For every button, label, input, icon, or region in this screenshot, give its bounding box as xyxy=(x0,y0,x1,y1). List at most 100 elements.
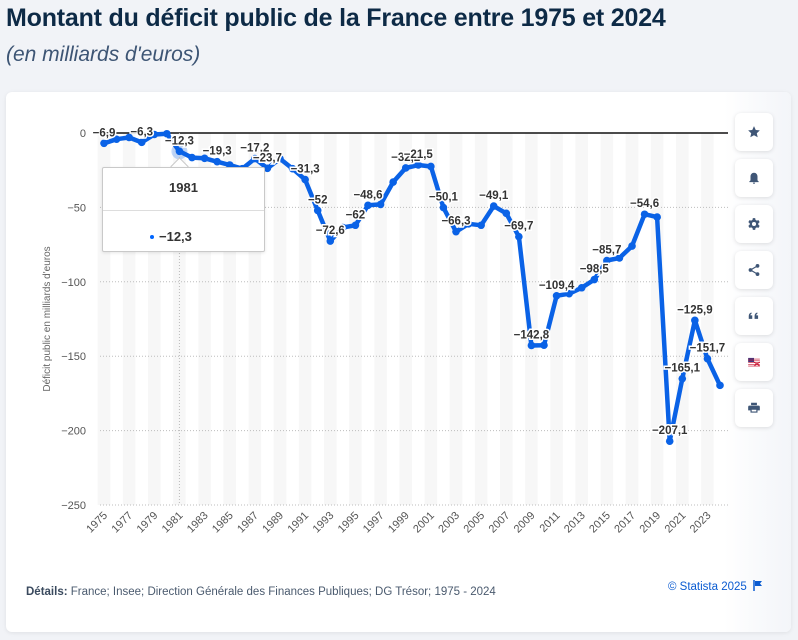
copyright-link[interactable]: © Statista 2025 xyxy=(668,580,763,593)
data-point xyxy=(376,200,385,209)
share-button[interactable] xyxy=(735,251,773,289)
x-tick-label: 2011 xyxy=(537,510,562,535)
x-tick-label: 1975 xyxy=(84,510,110,536)
data-label: −165,1 xyxy=(665,363,701,375)
x-tick-label: 1997 xyxy=(361,510,387,536)
data-point xyxy=(100,139,108,148)
data-label: −98,5 xyxy=(580,264,610,276)
data-point xyxy=(188,153,196,162)
data-point xyxy=(263,164,272,173)
language-button[interactable] xyxy=(735,343,773,381)
data-point xyxy=(351,221,360,230)
data-label: −109,4 xyxy=(539,280,575,292)
data-label: −151,7 xyxy=(690,343,726,355)
cite-button[interactable] xyxy=(735,297,773,335)
data-point xyxy=(565,289,573,298)
data-point xyxy=(703,354,712,363)
grid-band xyxy=(424,133,438,505)
data-label: −85,7 xyxy=(592,245,621,257)
data-label: −66,3 xyxy=(441,216,470,228)
data-point xyxy=(577,283,586,292)
data-point xyxy=(691,316,699,325)
x-tick-label: 2013 xyxy=(562,510,588,536)
grid-band xyxy=(474,133,488,505)
share-icon xyxy=(748,264,760,276)
grid-band xyxy=(600,133,614,505)
data-point xyxy=(552,291,561,300)
grid-band xyxy=(324,133,337,505)
y-tick-label: −150 xyxy=(61,351,86,363)
grid-band xyxy=(449,133,463,505)
data-label: −62 xyxy=(346,209,366,221)
grid-band xyxy=(676,133,689,505)
data-point xyxy=(615,254,624,262)
data-point xyxy=(339,223,347,232)
data-label: −21,5 xyxy=(404,149,434,161)
favorite-button[interactable] xyxy=(735,113,773,151)
data-point xyxy=(301,175,309,184)
print-button[interactable] xyxy=(735,389,773,427)
settings-button[interactable] xyxy=(735,205,773,243)
data-label: −54,6 xyxy=(630,198,659,210)
x-tick-label: 1995 xyxy=(336,510,362,536)
data-point xyxy=(640,210,649,219)
y-tick-label: 0 xyxy=(80,128,86,140)
data-point xyxy=(414,161,423,169)
y-tick-label: −100 xyxy=(61,277,86,289)
data-point xyxy=(464,219,473,228)
details-text: France; Insee; Direction Générale des Fi… xyxy=(67,586,496,598)
data-point xyxy=(590,275,599,284)
y-tick-label: −50 xyxy=(67,202,86,214)
grid-bands xyxy=(97,133,714,505)
data-point xyxy=(665,437,674,445)
grid-band xyxy=(625,133,639,505)
highlighted-point-halo xyxy=(171,143,188,160)
data-point xyxy=(477,221,485,230)
tooltip-divider xyxy=(103,210,264,211)
details-note: Détails: France; Insee; Direction Généra… xyxy=(26,586,496,598)
data-point xyxy=(251,154,259,163)
data-point xyxy=(313,206,322,215)
star-icon xyxy=(748,126,760,138)
uk-flag-icon xyxy=(748,357,761,367)
x-tick-label: 1989 xyxy=(260,510,286,536)
x-tick-label: 2005 xyxy=(461,510,487,536)
data-point xyxy=(540,341,548,349)
bell-icon xyxy=(749,172,759,184)
page-subtitle: (en milliards d'euros) xyxy=(6,43,201,66)
data-label: −12,3 xyxy=(165,135,194,147)
grid-band xyxy=(650,133,664,505)
x-tick-label: 1983 xyxy=(185,510,211,536)
x-tick-label: 2021 xyxy=(663,510,689,536)
page-title: Montant du déficit public de la France e… xyxy=(6,4,666,32)
tooltip-value: −12,3 xyxy=(159,229,192,244)
data-label: −207,1 xyxy=(652,425,688,437)
data-point xyxy=(125,133,133,142)
data-label: −32,2 xyxy=(391,152,420,164)
data-point xyxy=(452,227,460,236)
grid-lines xyxy=(100,132,728,506)
data-point xyxy=(401,164,410,172)
grid-band xyxy=(525,133,538,505)
data-labels: −6,9 −6,3 −12,3 −19,3 −17,2−23,7 −31,3 −52 −72,… xyxy=(91,125,727,439)
x-tick-label: 2001 xyxy=(411,510,437,536)
data-label: −31,3 xyxy=(291,164,320,176)
x-axis-ticks: 1975 1977 1979 1981 1983 1985 1987 1989 1991 1993… xyxy=(84,510,713,536)
data-point xyxy=(225,161,234,169)
x-tick-label: 2003 xyxy=(436,510,462,536)
data-point xyxy=(502,209,511,218)
data-label: −19,3 xyxy=(203,146,232,158)
data-label: −125,9 xyxy=(677,304,713,316)
quote-icon xyxy=(748,312,759,319)
data-point xyxy=(112,135,121,144)
notification-button[interactable] xyxy=(735,159,773,197)
x-tick-label: 1999 xyxy=(386,510,412,536)
tooltip-year: 1981 xyxy=(169,180,198,195)
grid-band xyxy=(399,133,412,505)
x-tick-label: 2017 xyxy=(612,510,638,536)
y-tick-label: −250 xyxy=(61,500,86,512)
y-axis-ticks: 0 −50 −100 −150 −200 −250 xyxy=(61,128,86,512)
data-point xyxy=(175,147,184,156)
data-point xyxy=(515,232,523,241)
